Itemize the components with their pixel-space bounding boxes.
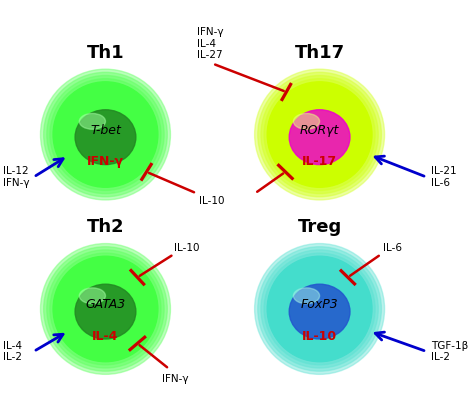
- Ellipse shape: [255, 69, 384, 200]
- Text: IL-6: IL-6: [383, 243, 402, 253]
- Text: IL-17: IL-17: [302, 155, 337, 168]
- Ellipse shape: [79, 288, 106, 304]
- Ellipse shape: [261, 250, 378, 368]
- Text: IL-21
IL-6: IL-21 IL-6: [431, 166, 457, 188]
- Ellipse shape: [47, 75, 164, 194]
- Text: IL-10: IL-10: [174, 243, 199, 253]
- Text: T-bet: T-bet: [90, 124, 121, 137]
- Text: Treg: Treg: [298, 218, 342, 236]
- Ellipse shape: [50, 79, 161, 190]
- Ellipse shape: [293, 114, 319, 129]
- Text: Th2: Th2: [87, 218, 124, 236]
- Ellipse shape: [267, 82, 372, 187]
- Ellipse shape: [289, 284, 350, 339]
- Ellipse shape: [255, 243, 384, 374]
- Text: TGF-1β
IL-2: TGF-1β IL-2: [431, 341, 468, 362]
- Text: IFN-γ: IFN-γ: [87, 155, 124, 168]
- Text: FoxP3: FoxP3: [301, 298, 338, 311]
- Ellipse shape: [40, 243, 171, 374]
- Ellipse shape: [289, 110, 350, 164]
- Text: IL-4: IL-4: [92, 330, 118, 343]
- Text: IL-10: IL-10: [302, 330, 337, 343]
- Text: GATA3: GATA3: [85, 298, 126, 311]
- Ellipse shape: [53, 82, 158, 187]
- Ellipse shape: [44, 247, 167, 371]
- Text: IL-4
IL-2: IL-4 IL-2: [3, 341, 22, 362]
- Ellipse shape: [53, 256, 158, 362]
- Text: IL-10: IL-10: [199, 197, 224, 206]
- Text: IFN-γ
IL-4
IL-27: IFN-γ IL-4 IL-27: [197, 27, 223, 60]
- Ellipse shape: [75, 110, 136, 164]
- Ellipse shape: [79, 114, 106, 129]
- Text: Th17: Th17: [294, 44, 345, 61]
- Ellipse shape: [50, 253, 161, 365]
- Ellipse shape: [40, 69, 171, 200]
- Ellipse shape: [44, 72, 167, 197]
- Ellipse shape: [258, 247, 382, 371]
- Ellipse shape: [47, 250, 164, 368]
- Ellipse shape: [264, 79, 375, 190]
- Ellipse shape: [261, 75, 378, 194]
- Ellipse shape: [75, 284, 136, 339]
- Ellipse shape: [267, 256, 372, 362]
- Text: IFN-γ: IFN-γ: [163, 374, 189, 384]
- Text: RORγt: RORγt: [300, 124, 339, 137]
- Ellipse shape: [293, 288, 319, 304]
- Text: IL-12
IFN-γ: IL-12 IFN-γ: [3, 166, 29, 188]
- Ellipse shape: [264, 253, 375, 365]
- Text: Th1: Th1: [87, 44, 124, 61]
- Ellipse shape: [258, 72, 382, 197]
